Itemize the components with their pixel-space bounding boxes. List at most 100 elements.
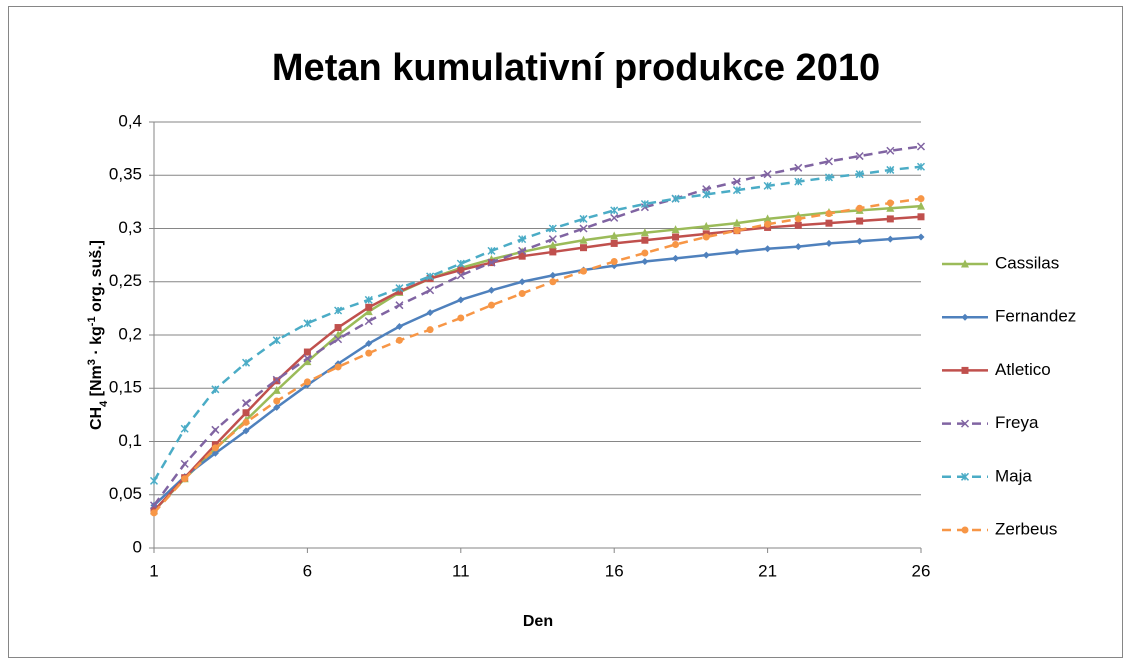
point — [549, 248, 557, 256]
point — [518, 278, 526, 286]
point — [211, 385, 220, 394]
point — [764, 245, 772, 253]
point — [549, 271, 557, 279]
point — [487, 246, 496, 255]
point — [763, 170, 772, 179]
point — [334, 324, 342, 332]
point — [825, 210, 833, 218]
point — [794, 221, 802, 229]
point — [671, 194, 680, 203]
legend-label: Atletico — [995, 360, 1051, 379]
point — [426, 286, 435, 295]
point — [886, 146, 895, 155]
point — [764, 220, 772, 228]
point — [365, 340, 373, 348]
y-axis-label: CH4 [Nm3 · kg-1 org. suš.] — [86, 240, 110, 430]
point — [242, 418, 250, 426]
point — [886, 215, 894, 223]
point — [733, 227, 741, 235]
point — [916, 142, 926, 151]
point — [334, 363, 342, 371]
point — [303, 348, 311, 356]
point — [824, 157, 833, 166]
y-tick-label: 0,35 — [109, 165, 142, 184]
point — [886, 203, 895, 212]
point — [886, 165, 895, 174]
point — [365, 303, 373, 311]
point — [763, 214, 772, 223]
point — [794, 163, 803, 172]
point — [917, 213, 925, 221]
point — [579, 214, 588, 223]
point — [149, 476, 159, 485]
point — [855, 170, 864, 179]
point — [825, 239, 833, 247]
point — [518, 289, 526, 297]
point — [917, 195, 925, 203]
point — [273, 397, 281, 405]
y-tick-label: 0 — [133, 537, 142, 556]
point — [364, 295, 373, 304]
point — [395, 336, 403, 344]
series — [149, 162, 926, 485]
point — [456, 271, 465, 280]
point — [334, 306, 343, 315]
point — [426, 272, 435, 281]
point — [794, 177, 803, 186]
series-line — [153, 235, 922, 507]
point — [732, 218, 741, 227]
point — [641, 249, 649, 257]
point — [395, 322, 403, 330]
legend-label: Freya — [995, 413, 1039, 432]
y-tick-label: 0,05 — [109, 484, 142, 503]
point — [856, 237, 864, 245]
point — [856, 217, 864, 225]
legend-label: Maja — [995, 466, 1032, 485]
point — [273, 403, 281, 411]
point — [395, 284, 404, 293]
legend-label: Zerbeus — [995, 519, 1057, 538]
point — [641, 236, 649, 244]
series-line — [153, 197, 922, 514]
point — [272, 375, 281, 384]
series — [150, 201, 925, 515]
point — [211, 425, 220, 434]
point — [580, 267, 588, 275]
point — [886, 235, 894, 243]
point — [856, 204, 864, 212]
point — [242, 409, 250, 417]
point — [794, 243, 802, 251]
point — [825, 219, 833, 227]
point — [549, 278, 557, 286]
point — [242, 427, 250, 435]
point — [457, 314, 465, 322]
legend-marker — [961, 366, 969, 374]
point — [702, 221, 711, 230]
legend-marker — [961, 526, 969, 534]
point — [733, 248, 741, 256]
point — [671, 225, 680, 234]
y-axis-label-part: -1 — [86, 316, 98, 326]
point — [395, 301, 404, 310]
point — [457, 266, 465, 274]
point — [303, 319, 312, 328]
point — [640, 228, 649, 237]
series — [150, 195, 925, 517]
point — [457, 296, 465, 304]
point — [487, 258, 496, 267]
point — [917, 233, 925, 241]
y-tick-label: 0,25 — [109, 271, 142, 290]
y-axis-label-part: [Nm — [88, 365, 105, 401]
point — [272, 336, 281, 345]
x-axis-label: Den — [523, 613, 553, 630]
point — [364, 317, 373, 326]
point — [732, 177, 741, 186]
point — [181, 475, 189, 483]
point — [702, 233, 710, 241]
point — [855, 152, 864, 161]
y-tick-label: 0,2 — [118, 324, 142, 343]
point — [917, 201, 925, 210]
y-axis-label-part: 4 — [98, 400, 110, 407]
x-tick-label: 11 — [452, 561, 470, 580]
